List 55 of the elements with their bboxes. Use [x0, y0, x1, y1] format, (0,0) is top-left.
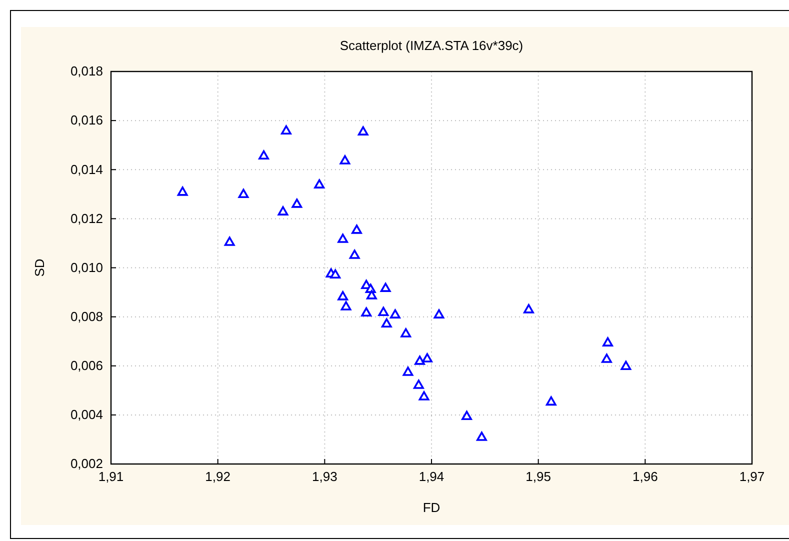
point [413, 380, 424, 389]
point [258, 150, 269, 160]
point [546, 396, 556, 406]
point [338, 291, 348, 300]
point [358, 126, 368, 136]
point [381, 318, 392, 328]
point [434, 309, 444, 318]
point [422, 353, 432, 362]
x-tick-label: 1,96 [632, 469, 658, 484]
x-tick-label: 1,92 [205, 469, 230, 484]
y-tick-label: 0,014 [70, 162, 103, 177]
point [361, 307, 372, 317]
point [349, 250, 360, 259]
point [402, 366, 414, 376]
point [418, 391, 430, 400]
point [476, 432, 487, 441]
point [524, 304, 534, 314]
point [602, 337, 613, 346]
point [400, 328, 412, 338]
x-tick-label: 1,93 [312, 469, 338, 484]
point [340, 155, 350, 164]
point [224, 236, 235, 246]
y-tick-label: 0,018 [70, 64, 103, 79]
chart-title: Scatterplot (IMZA.STA 16v*39c) [340, 38, 524, 53]
point [390, 309, 400, 318]
point [380, 282, 391, 292]
point [340, 301, 352, 310]
point [314, 179, 325, 188]
y-tick-label: 0,002 [70, 456, 103, 472]
point [352, 224, 362, 234]
y-tick-label: 0,012 [70, 210, 103, 226]
point [238, 188, 249, 198]
point [414, 356, 425, 365]
point [177, 186, 188, 196]
point [366, 290, 377, 300]
point [620, 360, 632, 370]
y-tick-label: 0,006 [70, 358, 103, 374]
y-axis-title: SD [32, 258, 47, 277]
y-tick-label: 0,008 [70, 308, 103, 324]
x-tick-label: 1,97 [739, 469, 765, 484]
point [338, 234, 348, 243]
x-axis-title: FD [422, 500, 440, 515]
point [462, 410, 472, 420]
y-tick-label: 0,016 [70, 112, 103, 128]
point [378, 306, 389, 316]
point [330, 269, 341, 278]
y-tick-label: 0,004 [70, 407, 103, 422]
x-tick-label: 1,94 [418, 469, 444, 484]
point [602, 354, 612, 363]
y-tick-label: 0,010 [70, 260, 103, 275]
x-tick-label: 1,95 [526, 469, 551, 484]
x-tick-label: 1,91 [98, 469, 124, 484]
point [292, 198, 302, 208]
point [281, 125, 292, 134]
point [278, 206, 288, 216]
